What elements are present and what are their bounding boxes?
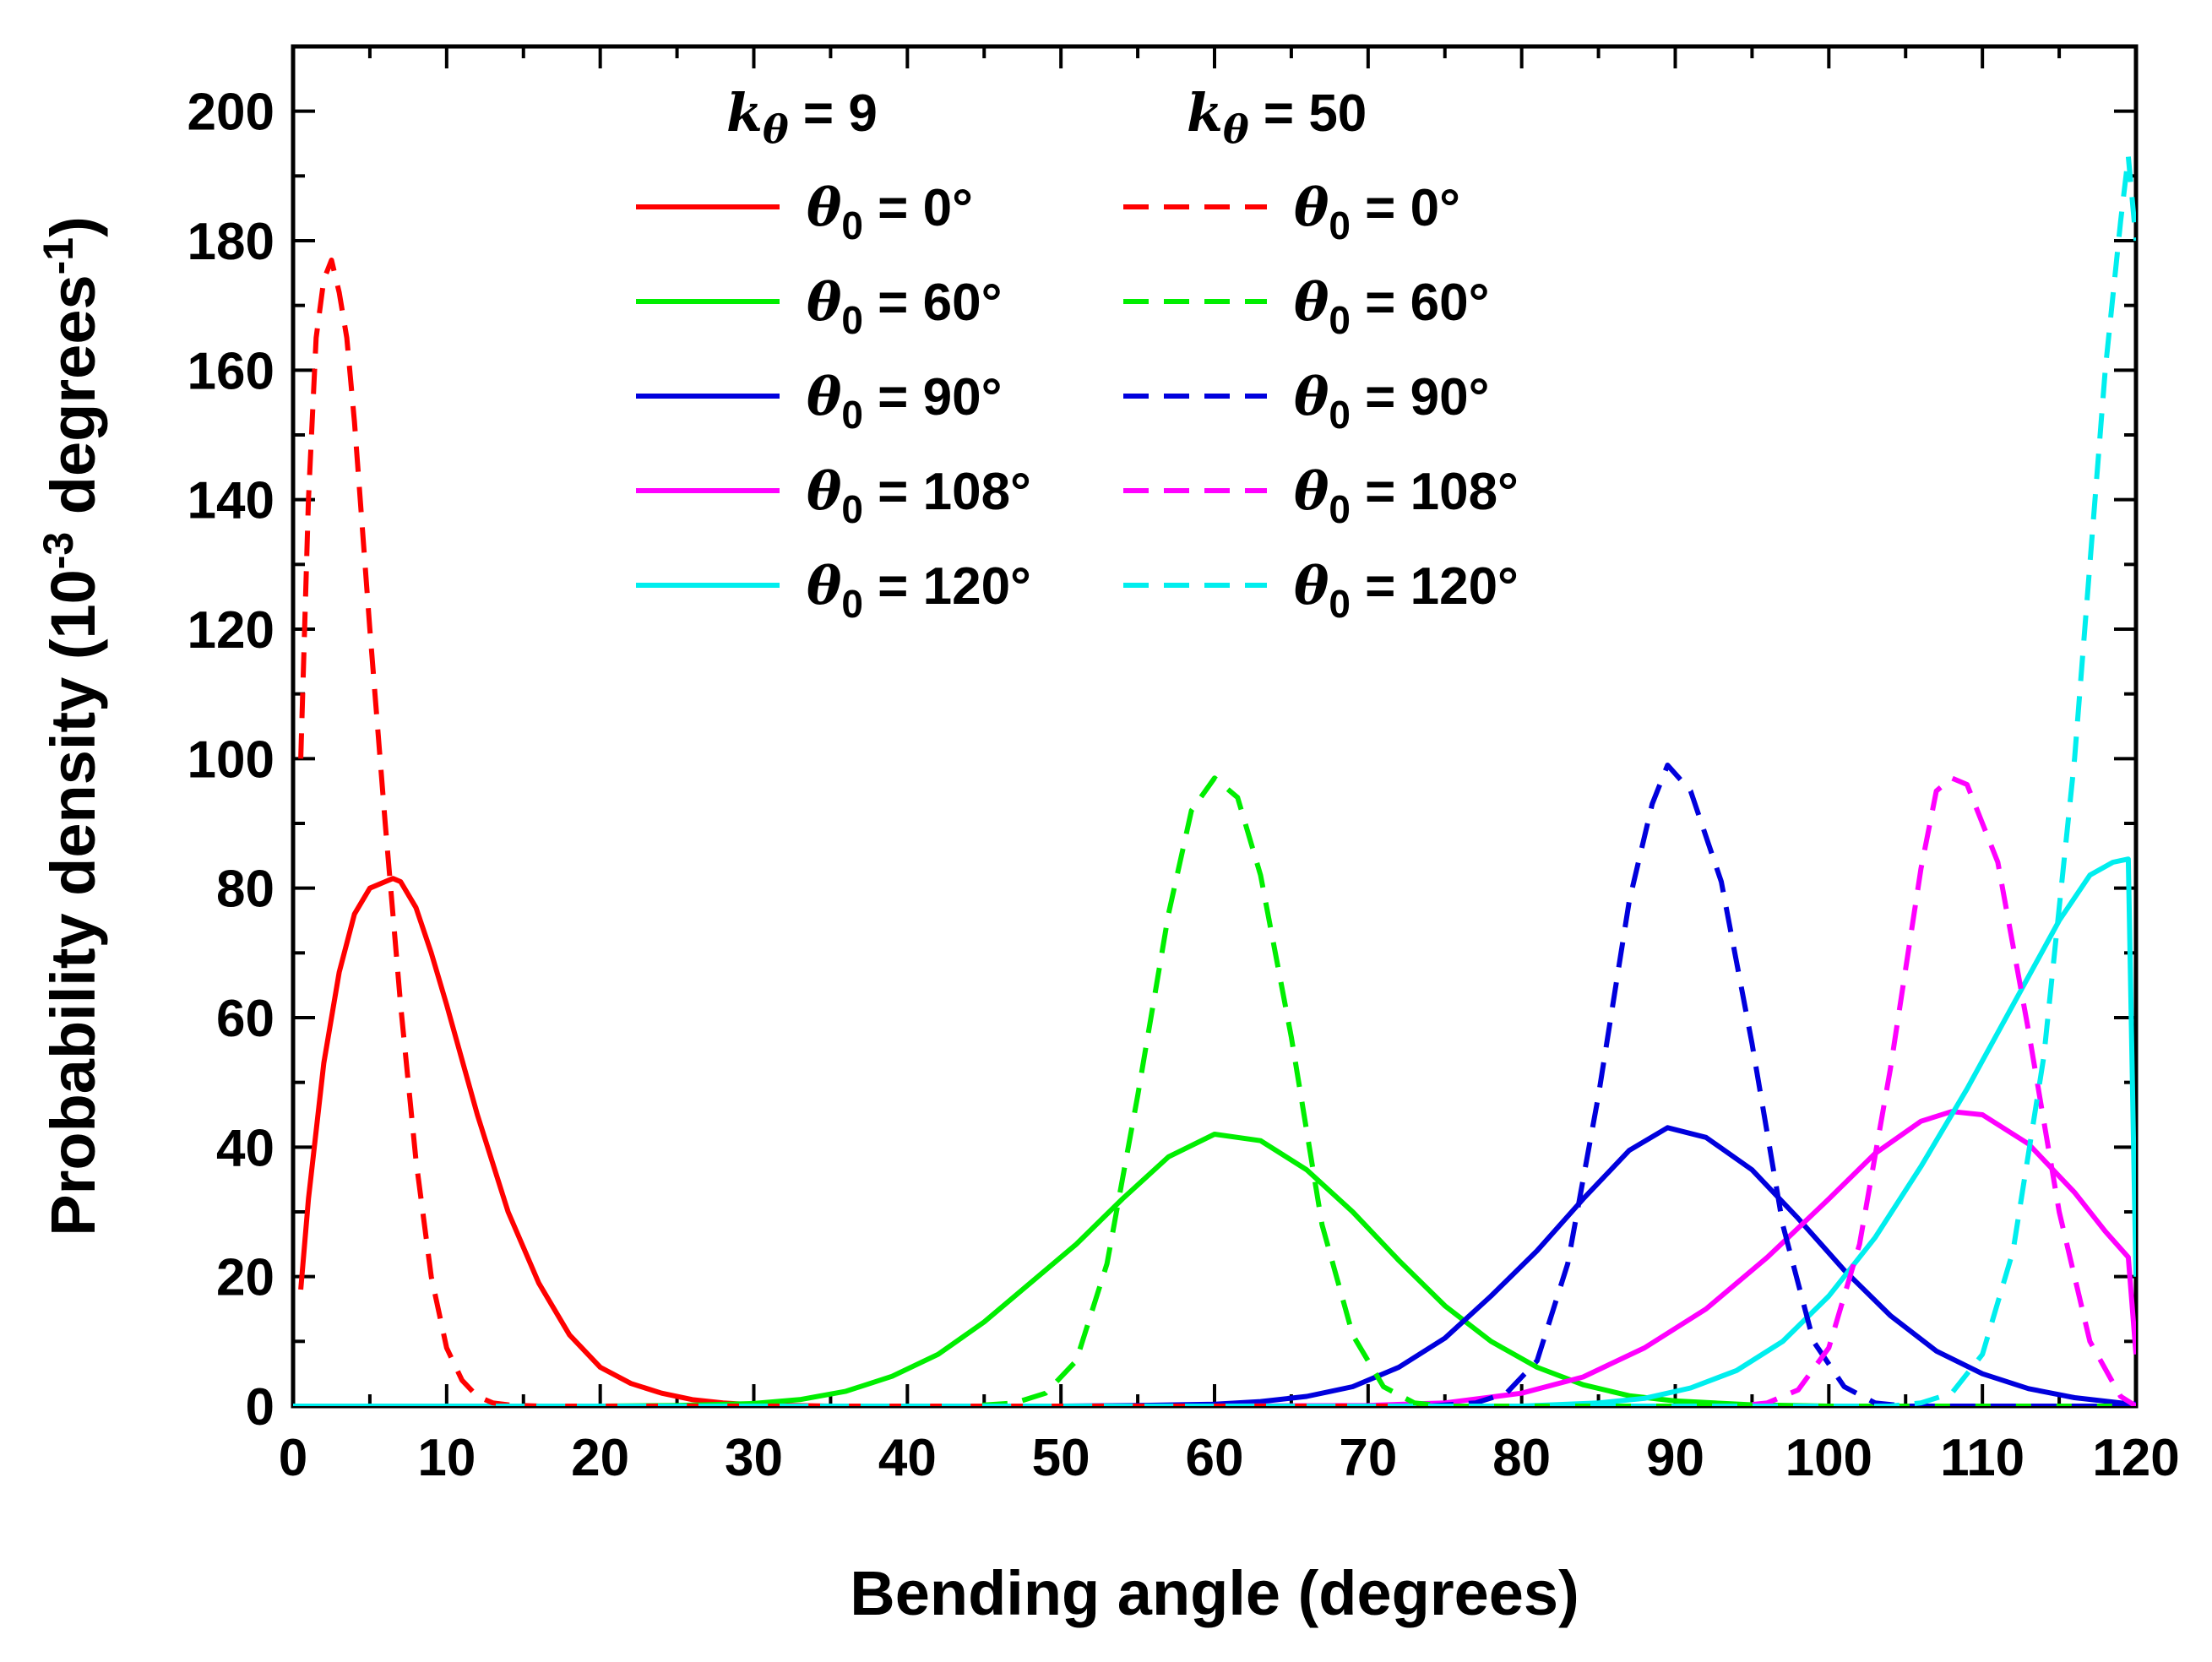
- legend-group-header: kθ = 50: [1187, 82, 1367, 152]
- legend: kθ = 9 kθ = 50 θ0 = 0° θ0 = 0° θ0 = 60° θ0 = …: [636, 82, 1519, 626]
- y-tick-label: 80: [216, 861, 274, 919]
- legend-label: θ0 = 120°: [807, 555, 1031, 626]
- x-tick-label: 80: [1492, 1429, 1551, 1487]
- x-tick-label: 20: [571, 1429, 629, 1487]
- legend-label: θ0 = 90°: [1294, 366, 1489, 437]
- y-tick-label: 20: [216, 1249, 274, 1307]
- x-tick-label: 50: [1032, 1429, 1090, 1487]
- x-tick-label: 100: [1785, 1429, 1872, 1487]
- x-tick-label: 40: [878, 1429, 937, 1487]
- legend-label: θ0 = 108°: [1294, 460, 1519, 531]
- y-axis-title: Probability density (10-3 degrees-1): [35, 216, 108, 1236]
- x-tick-label: 120: [2092, 1429, 2179, 1487]
- legend-label: θ0 = 108°: [807, 460, 1031, 531]
- series-line-k50-theta60: [293, 775, 2136, 1406]
- legend-label: θ0 = 0°: [807, 177, 973, 247]
- x-tick-label: 70: [1339, 1429, 1397, 1487]
- y-tick-label: 120: [188, 601, 274, 660]
- x-axis-title: Bending angle (degrees): [850, 1558, 1579, 1628]
- axis-ticks: 0 10 20 30 40 50 60 70 80 90 100 110 120 0 20 40 60 80 100…: [188, 46, 2180, 1487]
- y-tick-label: 0: [246, 1378, 274, 1437]
- legend-label: θ0 = 60°: [807, 271, 1002, 342]
- plot-frame: [291, 44, 2139, 1409]
- series-line-k50-theta90: [293, 763, 2136, 1406]
- legend-label: θ0 = 0°: [1294, 177, 1460, 247]
- series-line-k9-theta90: [293, 1125, 2136, 1406]
- y-tick-label: 180: [188, 213, 274, 271]
- x-tick-label: 30: [725, 1429, 783, 1487]
- legend-label: θ0 = 60°: [1294, 271, 1489, 342]
- y-tick-label: 200: [188, 84, 274, 142]
- series-line-k9-theta120: [293, 856, 2136, 1406]
- series-layer: [293, 154, 2136, 1406]
- series-line-k50-theta0: [298, 258, 2136, 1406]
- y-tick-label: 160: [188, 342, 274, 400]
- series-line-k50-theta108: [293, 775, 2136, 1406]
- series-line-k50-theta120: [293, 154, 2136, 1406]
- x-tick-label: 0: [279, 1429, 307, 1487]
- y-tick-label: 40: [216, 1119, 274, 1177]
- x-tick-label: 60: [1186, 1429, 1244, 1487]
- series-line-k9-theta60: [293, 1132, 2136, 1406]
- y-tick-label: 100: [188, 731, 274, 789]
- legend-label: θ0 = 120°: [1294, 555, 1519, 626]
- legend-group-header: kθ = 9: [726, 82, 878, 152]
- legend-label: θ0 = 90°: [807, 366, 1002, 437]
- x-tick-label: 110: [1940, 1429, 2024, 1487]
- y-tick-label: 140: [188, 472, 274, 530]
- x-tick-label: 90: [1646, 1429, 1704, 1487]
- x-tick-label: 10: [417, 1429, 476, 1487]
- series-line-k9-theta0: [298, 876, 2136, 1406]
- y-tick-label: 60: [216, 990, 274, 1048]
